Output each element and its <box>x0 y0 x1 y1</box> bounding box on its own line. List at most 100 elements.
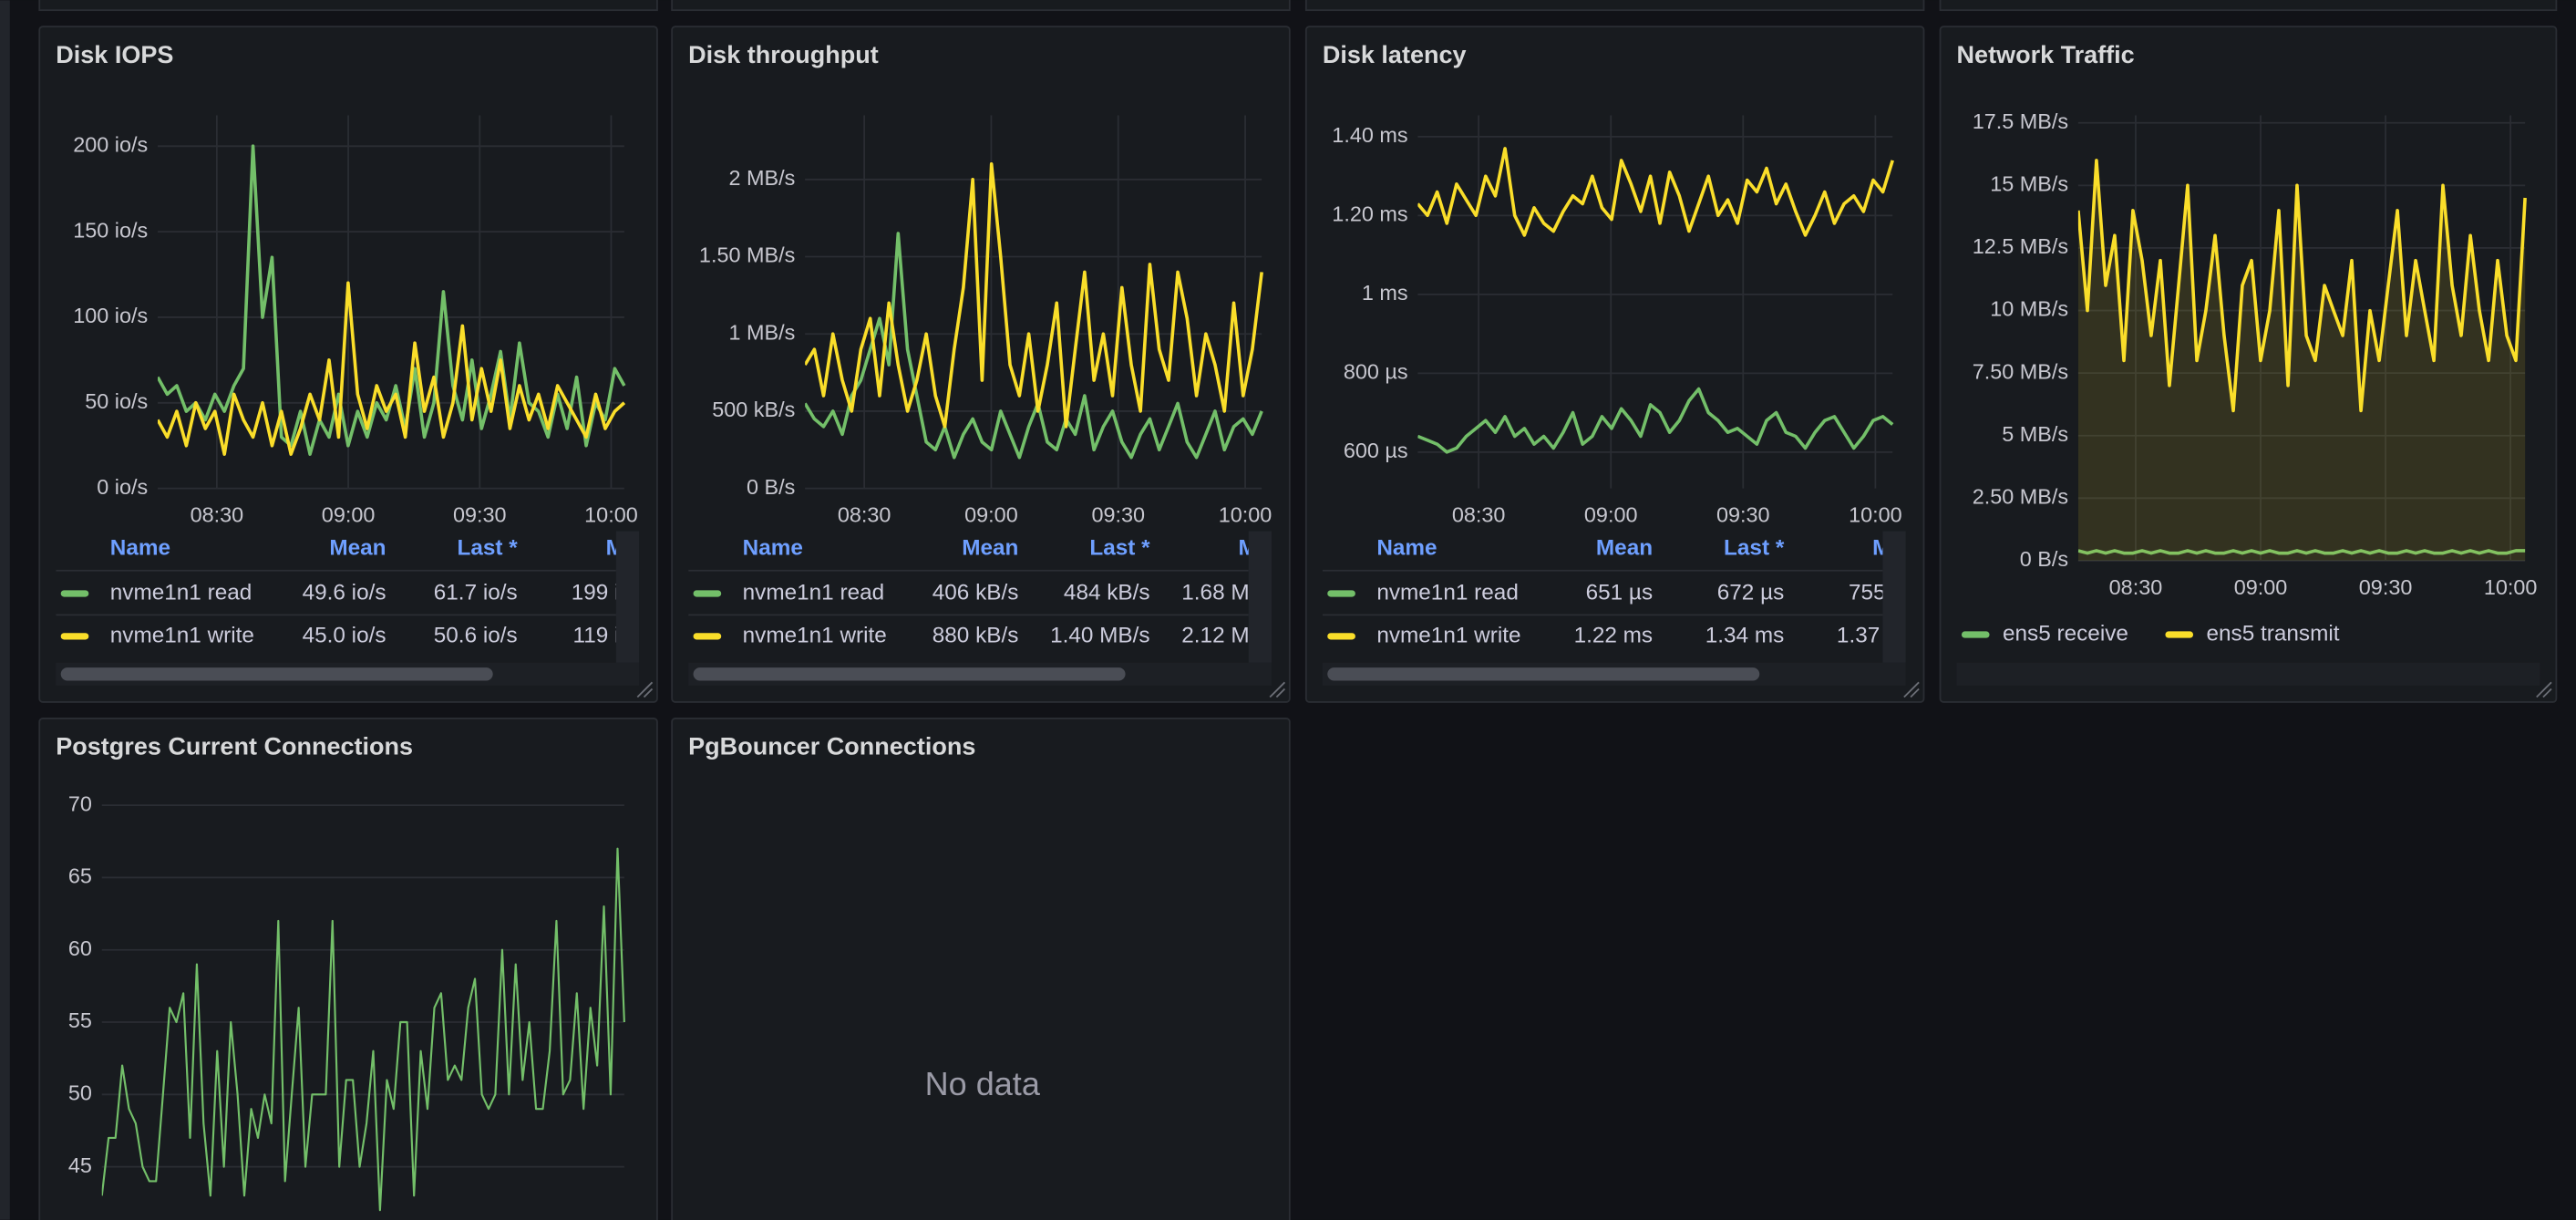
panel <box>38 718 658 1220</box>
legend-value: 484 kB/s <box>1064 580 1150 605</box>
panel-stub <box>671 0 1291 12</box>
legend-scroll-v <box>1248 531 1272 663</box>
legend-name: ens5 transmit <box>2206 621 2339 646</box>
y-tick-label: 2.50 MB/s <box>1973 485 2068 509</box>
series-line <box>805 232 1263 460</box>
resize-handle <box>2536 681 2552 698</box>
legend-table: Name Mean Last * Max nvme1n1 read 406 kB/s 484… <box>688 536 1282 647</box>
y-tick-label: 600 µs <box>1344 439 1408 462</box>
legend-value: 1.68 MB/s <box>1181 580 1282 605</box>
y-tick-label: 2 MB/s <box>728 166 795 190</box>
series-group <box>158 144 626 456</box>
legend-header: Last * <box>457 536 518 561</box>
legend-header: Max <box>606 536 650 561</box>
y-tick-label: 5 MB/s <box>2002 422 2068 446</box>
legend-value: 61.7 io/s <box>434 580 518 605</box>
x-tick-label: 09:00 <box>322 502 376 526</box>
plot: 600 µs 800 µs 1 ms 1.20 ms 1.40 ms 08:30 09:00… <box>1332 115 1902 526</box>
series-group <box>2077 159 2527 561</box>
legend-header: Max <box>1872 536 1916 561</box>
legend-header: Mean <box>1596 536 1653 561</box>
plot: 0 io/s 50 io/s 100 io/s 150 io/s 200 io/s 08:… <box>73 115 638 526</box>
y-tick-label: 1.50 MB/s <box>699 243 795 267</box>
legend-name: nvme1n1 write <box>743 623 887 647</box>
panel-title: Disk throughput <box>688 41 879 68</box>
y-tick-label: 50 <box>68 1081 92 1105</box>
panel-title: Network Traffic <box>1957 41 2135 68</box>
series-line <box>2077 159 2527 413</box>
x-tick-label: 09:30 <box>1716 502 1770 526</box>
legend-header: Name <box>743 536 803 561</box>
y-tick-label: 200 io/s <box>73 132 148 156</box>
resize-handle <box>1903 681 1920 698</box>
legend-scroll-thumb <box>1327 667 1760 681</box>
legend-name: nvme1n1 read <box>743 580 885 605</box>
y-tick-label: 65 <box>68 864 92 888</box>
x-tick-label: 09:30 <box>2359 575 2413 599</box>
legend-value: 1.22 ms <box>1574 623 1654 647</box>
resize-handle <box>636 681 654 698</box>
legend-scroll-v <box>615 531 640 663</box>
y-tick-label: 70 <box>68 791 92 815</box>
legend-value: 50.6 io/s <box>434 623 518 647</box>
series-line <box>2077 549 2526 555</box>
plot: 45 50 55 60 65 70 <box>68 791 625 1212</box>
y-tick-label: 100 io/s <box>73 304 148 327</box>
plot: 0 B/s 2.50 MB/s 5 MB/s 7.50 MB/s 10 MB/s 12.5… <box>1973 109 2538 599</box>
panel-stub <box>1939 0 2558 12</box>
legend-header: Max <box>1238 536 1282 561</box>
x-tick-label: 08:30 <box>191 502 244 526</box>
legend-header: Name <box>110 536 170 561</box>
y-tick-label: 1.20 ms <box>1332 202 1407 226</box>
y-tick-label: 1.40 ms <box>1332 123 1407 147</box>
legend-value: 1.37 ms <box>1837 623 1916 647</box>
resize-handle <box>1269 681 1286 698</box>
series-group <box>101 847 625 1212</box>
panel-title: Disk IOPS <box>56 41 173 68</box>
no-data: No data <box>925 1065 1041 1102</box>
plot: 0 B/s 500 kB/s 1 MB/s 1.50 MB/s 2 MB/s 08:30 0… <box>699 115 1272 526</box>
y-tick-label: 15 MB/s <box>1990 172 2068 196</box>
legend-header: Name <box>1376 536 1437 561</box>
x-tick-label: 10:00 <box>584 502 638 526</box>
y-tick-label: 0 io/s <box>97 475 148 499</box>
y-tick-label: 500 kB/s <box>712 398 795 421</box>
panel-title: Disk latency <box>1323 41 1467 68</box>
y-tick-label: 55 <box>68 1008 92 1032</box>
legend-value: 119 io/s <box>573 623 649 647</box>
x-tick-label: 09:00 <box>2234 575 2288 599</box>
legend-name: nvme1n1 read <box>1376 580 1519 605</box>
legend-value: 199 io/s <box>572 580 649 605</box>
y-tick-label: 45 <box>68 1153 92 1177</box>
panel-stub <box>1304 0 1925 12</box>
panel <box>671 718 1291 1220</box>
legend-header: Last * <box>1724 536 1785 561</box>
series-line <box>158 281 626 456</box>
x-tick-label: 10:00 <box>2484 575 2538 599</box>
panel-title: Postgres Current Connections <box>56 733 413 760</box>
x-tick-label: 08:30 <box>838 502 891 526</box>
legend-table: Name Mean Last * Max nvme1n1 read 49.6 io/s 61… <box>56 536 650 647</box>
y-tick-label: 12.5 MB/s <box>1973 234 2068 258</box>
series-line <box>1417 147 1894 237</box>
panel-stub <box>38 0 658 12</box>
legend-value: 651 µs <box>1586 580 1654 605</box>
legend-name: nvme1n1 read <box>110 580 252 605</box>
legend-value: 2.12 MB/s <box>1181 623 1282 647</box>
legend-value: 406 kB/s <box>933 580 1019 605</box>
legend-value: 45.0 io/s <box>303 623 386 647</box>
y-tick-label: 7.50 MB/s <box>1973 359 2068 383</box>
legend-name: ens5 receive <box>2003 621 2128 646</box>
legend-value: 755 µs <box>1849 580 1916 605</box>
y-tick-label: 800 µs <box>1344 360 1408 384</box>
legend-scroll-thumb <box>693 667 1126 681</box>
series-line <box>805 162 1263 429</box>
legend-scroll-track <box>1956 662 2540 686</box>
x-tick-label: 10:00 <box>1849 502 1902 526</box>
x-tick-label: 09:30 <box>1091 502 1145 526</box>
series-group <box>1417 147 1894 454</box>
legend-table: Name Mean Last * Max nvme1n1 read 651 µs 672 µ… <box>1322 536 1916 647</box>
legend-value: 49.6 io/s <box>303 580 386 605</box>
legend-name: nvme1n1 write <box>110 623 254 647</box>
